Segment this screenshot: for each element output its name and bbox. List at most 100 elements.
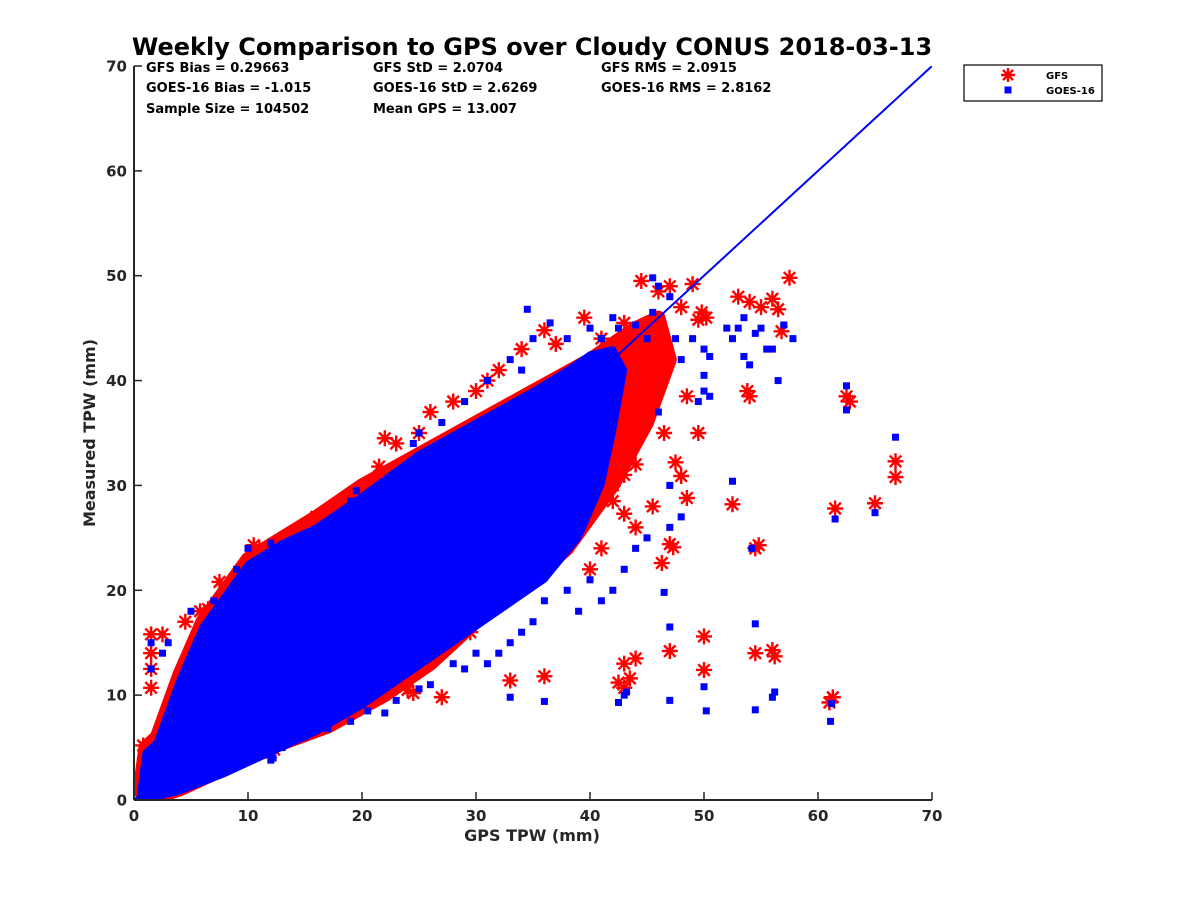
gfs-point bbox=[616, 679, 633, 696]
goes-16-point bbox=[461, 665, 469, 673]
goes-16-point bbox=[643, 534, 651, 542]
legend-marker-goes-16 bbox=[1004, 86, 1012, 94]
legend-box bbox=[963, 64, 1103, 102]
y-tick-label: 20 bbox=[106, 582, 127, 600]
goes-16-point bbox=[768, 693, 776, 701]
gfs-point bbox=[502, 672, 519, 689]
goes-16-point bbox=[831, 515, 839, 523]
gfs-point bbox=[770, 301, 787, 318]
axes-layer: 0 10 20 30 40 50 60 70 0 10 20 30 40 50 60 70 bbox=[106, 58, 942, 826]
gfs-point bbox=[730, 288, 747, 305]
gfs-point bbox=[667, 454, 684, 471]
gfs-point bbox=[604, 493, 621, 510]
goes-16-point bbox=[324, 725, 332, 733]
goes-16-point bbox=[529, 618, 537, 626]
goes-16-point bbox=[278, 744, 286, 752]
gfs-point bbox=[747, 645, 764, 662]
gfs-point bbox=[827, 500, 844, 517]
goes-16-point bbox=[586, 324, 594, 332]
gfs-point bbox=[388, 435, 405, 452]
y-tick-label: 0 bbox=[117, 792, 127, 810]
gfs-point bbox=[838, 388, 855, 405]
gfs-point bbox=[536, 322, 553, 339]
goes-16-point bbox=[871, 509, 879, 517]
gfs-point bbox=[696, 628, 712, 645]
goes-16-point bbox=[700, 387, 708, 395]
goes-16-point bbox=[409, 439, 417, 447]
gfs-point bbox=[211, 573, 228, 590]
gfs-point bbox=[536, 668, 553, 685]
goes-16-point bbox=[892, 433, 900, 441]
goes-16-point bbox=[615, 324, 622, 332]
legend-asterisk-gfs bbox=[1001, 68, 1015, 82]
gfs-point bbox=[867, 495, 883, 512]
goes-16-point bbox=[702, 707, 710, 715]
goes-16-point bbox=[461, 398, 469, 406]
goes-16-point bbox=[586, 576, 594, 584]
goes-16-point bbox=[666, 293, 674, 301]
goes-16-point bbox=[269, 754, 277, 762]
gfs-point bbox=[616, 505, 633, 522]
goes-16-point bbox=[654, 282, 662, 290]
y-tick-label: 70 bbox=[106, 58, 127, 76]
stat-mean-gps: Mean GPS = 13.007 bbox=[373, 102, 517, 117]
x-tick-label: 20 bbox=[352, 807, 373, 825]
goes-16-point bbox=[506, 639, 514, 647]
gfs-point bbox=[627, 456, 644, 473]
legend-marker-gfs bbox=[1001, 68, 1015, 82]
goes-16-point bbox=[540, 597, 548, 605]
x-tick-label: 30 bbox=[466, 807, 487, 825]
gfs-point bbox=[656, 425, 673, 441]
goes-16-point bbox=[347, 497, 355, 505]
gfs-point bbox=[582, 561, 598, 578]
legend-label-gfs: GFS bbox=[1046, 71, 1068, 82]
gfs-point bbox=[405, 685, 422, 702]
goes-16-point bbox=[771, 688, 779, 696]
goes-16-point bbox=[506, 356, 514, 364]
gfs-point bbox=[684, 276, 701, 293]
goes-16-point bbox=[147, 639, 155, 647]
goes-16-point bbox=[472, 649, 480, 657]
goes-16-point bbox=[746, 361, 754, 369]
goes-16-point bbox=[438, 419, 446, 427]
gfs-point bbox=[604, 477, 621, 494]
stat-goes-bias: GOES-16 Bias = -1.015 bbox=[146, 81, 311, 96]
stat-goes-rms: GOES-16 RMS = 2.8162 bbox=[601, 81, 771, 96]
stat-gfs-rms: GFS RMS = 2.0915 bbox=[601, 61, 737, 76]
legend-square-goes-16 bbox=[1004, 86, 1012, 94]
y-tick-label: 10 bbox=[106, 687, 127, 705]
goes-16-point bbox=[483, 660, 491, 668]
goes-16-point bbox=[654, 408, 662, 416]
gfs-point bbox=[741, 293, 758, 310]
gfs-point bbox=[696, 661, 712, 678]
gfs-point bbox=[621, 670, 638, 687]
x-tick-label: 70 bbox=[922, 807, 943, 825]
goes-16-point bbox=[529, 335, 537, 343]
gfs-point bbox=[616, 655, 633, 672]
gfs-point bbox=[371, 458, 388, 475]
goes-16-point bbox=[780, 321, 788, 329]
goes-16-point bbox=[518, 366, 526, 374]
goes-16-point bbox=[660, 588, 668, 596]
gfs-point bbox=[841, 393, 858, 410]
goes-16-point bbox=[597, 597, 605, 605]
gfs-point bbox=[661, 643, 678, 660]
gfs-point bbox=[200, 601, 217, 618]
goes-16-point bbox=[740, 352, 748, 360]
goes-16-point bbox=[751, 706, 759, 714]
gfs-point bbox=[154, 626, 171, 643]
gfs-point bbox=[764, 290, 781, 307]
goes-16-point bbox=[563, 335, 571, 343]
goes-16-point bbox=[828, 700, 836, 708]
gfs-point bbox=[331, 498, 348, 515]
gfs-point bbox=[673, 467, 690, 484]
gfs-point bbox=[245, 537, 262, 554]
goes-16-point bbox=[426, 681, 434, 689]
goes-16-point bbox=[563, 586, 571, 594]
gfs-point bbox=[633, 272, 650, 289]
goes-16-point bbox=[843, 382, 850, 390]
y-tick-label: 60 bbox=[106, 162, 127, 180]
gfs-point bbox=[750, 537, 767, 554]
goes-16-point bbox=[609, 586, 617, 594]
